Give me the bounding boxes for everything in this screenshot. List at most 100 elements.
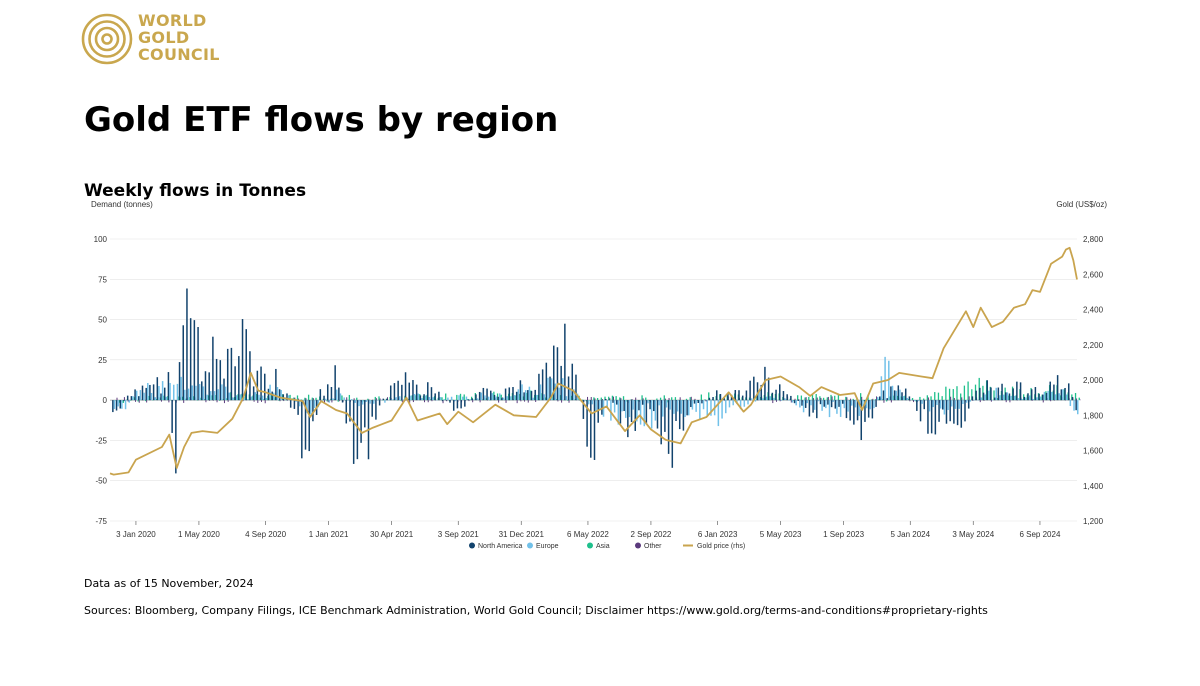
north-america-bar — [671, 400, 674, 468]
europe-bar — [617, 400, 620, 425]
asia-bar — [311, 397, 313, 401]
europe-bar — [499, 393, 501, 401]
bar-series — [112, 288, 1081, 474]
europe-bar — [999, 395, 1001, 401]
europe-bar — [1058, 393, 1060, 401]
north-america-bar — [790, 395, 792, 401]
asia-bar — [937, 392, 940, 401]
other-bar — [631, 399, 633, 401]
other-bar — [950, 396, 952, 401]
north-america-bar — [975, 390, 977, 401]
europe-bar — [873, 400, 875, 409]
europe-bar — [517, 389, 520, 401]
europe-bar — [191, 385, 194, 401]
north-america-bar — [908, 396, 911, 401]
europe-bar — [591, 400, 594, 405]
europe-bar — [695, 400, 697, 412]
other-bar — [446, 400, 448, 402]
north-america-bar — [819, 400, 822, 405]
world-gold-council-logo: WORLD GOLD COUNCIL — [80, 12, 240, 68]
other-bar — [779, 400, 781, 402]
north-america-bar — [238, 356, 240, 401]
asia-bar — [611, 395, 614, 401]
other-bar — [168, 400, 170, 403]
europe-bar — [687, 400, 690, 416]
other-bar — [535, 400, 537, 402]
north-america-bar — [960, 400, 963, 428]
north-america-bar — [1042, 394, 1044, 401]
europe-bar — [165, 396, 168, 401]
other-bar — [1076, 398, 1078, 401]
y-left-tick-label: -75 — [95, 517, 107, 526]
north-america-bar — [756, 382, 759, 401]
europe-bar — [1047, 390, 1049, 401]
europe-bar — [676, 400, 679, 412]
europe-bar — [480, 392, 482, 401]
x-tick-label: 6 Sep 2024 — [1019, 530, 1060, 539]
europe-bar — [158, 386, 160, 401]
other-bar — [642, 398, 644, 401]
europe-bar — [665, 400, 668, 408]
north-america-bar — [871, 400, 874, 419]
north-america-bar — [163, 387, 166, 401]
europe-bar — [187, 388, 190, 401]
north-america-bar — [1060, 389, 1063, 401]
other-bar — [146, 400, 148, 403]
other-bar — [953, 397, 955, 401]
europe-bar — [599, 400, 601, 410]
north-america-bar — [686, 400, 688, 416]
asia-bar — [300, 399, 302, 401]
x-tick-label: 1 Jan 2021 — [309, 530, 349, 539]
europe-bar — [1062, 389, 1064, 401]
north-america-bar — [645, 400, 648, 425]
other-bar — [794, 398, 796, 401]
north-america-bar — [375, 400, 377, 420]
europe-bar — [447, 397, 449, 401]
north-america-bar — [990, 387, 992, 401]
europe-bar — [465, 396, 468, 401]
europe-bar — [247, 399, 249, 401]
north-america-bar — [304, 400, 307, 450]
europe-bar — [836, 400, 838, 414]
europe-bar — [280, 389, 282, 401]
asia-bar — [400, 400, 402, 401]
other-bar — [123, 397, 125, 401]
north-america-bar — [893, 390, 896, 401]
europe-bar — [795, 400, 797, 406]
gold-price-polyline — [109, 246, 1078, 476]
asia-bar — [922, 398, 925, 401]
north-america-bar — [197, 327, 199, 401]
north-america-bar — [534, 389, 536, 401]
north-america-bar — [838, 400, 840, 407]
north-america-bar — [523, 392, 525, 401]
asia-bar — [656, 398, 658, 401]
other-bar — [472, 400, 474, 403]
other-bar — [979, 400, 981, 403]
gridlines — [110, 238, 1077, 522]
europe-bar — [954, 400, 957, 409]
europe-bar — [198, 383, 201, 401]
asia-bar — [956, 386, 958, 401]
north-america-bar — [482, 387, 485, 401]
europe-bar — [817, 400, 820, 402]
asia-bar — [496, 393, 499, 401]
north-america-bar — [452, 400, 455, 411]
north-america-bar — [223, 378, 225, 401]
north-america-bar — [630, 400, 633, 422]
europe-bar — [639, 400, 642, 425]
north-america-bar — [623, 400, 625, 412]
europe-bar — [962, 400, 964, 405]
north-america-bar — [252, 386, 255, 401]
europe-bar — [595, 400, 597, 412]
y-right-tick-label: 1,600 — [1083, 447, 1104, 456]
north-america-bar — [782, 391, 785, 401]
north-america-bar — [771, 392, 774, 401]
north-america-bar — [701, 400, 703, 404]
europe-bar — [428, 396, 431, 401]
europe-bar — [361, 400, 364, 405]
asia-bar — [604, 396, 606, 401]
asia-bar — [619, 397, 621, 401]
other-bar — [127, 400, 129, 402]
asia-bar — [144, 400, 147, 402]
legend-north-america-marker — [469, 542, 475, 549]
